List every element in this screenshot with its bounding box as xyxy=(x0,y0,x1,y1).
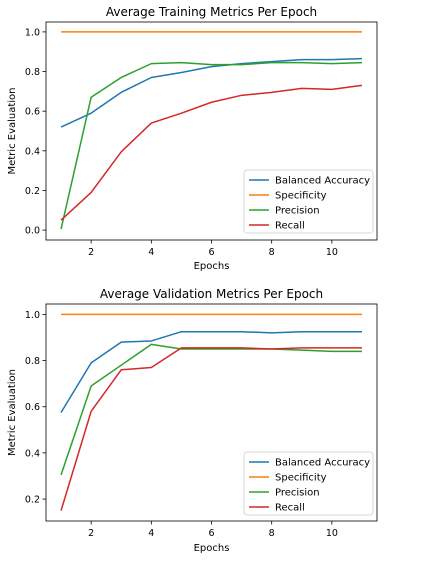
x-tick-label: 2 xyxy=(88,247,94,258)
y-tick-label: 0.2 xyxy=(25,186,40,197)
series-line-balanced-accuracy xyxy=(61,332,362,413)
legend-label-specificity: Specificity xyxy=(275,473,327,484)
y-axis-label: Metric Evaluation xyxy=(7,87,18,174)
y-tick-label: 1.0 xyxy=(25,27,40,38)
y-tick-label: 0.0 xyxy=(25,226,40,237)
x-tick-label: 2 xyxy=(88,528,94,539)
y-axis-label: Metric Evaluation xyxy=(7,369,18,456)
x-axis-label: Epochs xyxy=(194,261,230,272)
x-tick-label: 4 xyxy=(148,528,154,539)
x-tick-label: 6 xyxy=(208,528,214,539)
x-tick-label: 4 xyxy=(148,247,154,258)
legend-label-balanced-accuracy: Balanced Accuracy xyxy=(275,176,370,187)
y-tick-label: 0.4 xyxy=(25,146,40,157)
chart-2: Average Validation Metrics Per Epoch 2 4 6 8… xyxy=(7,287,377,554)
legend: Balanced Accuracy Specificity Precision Rec… xyxy=(244,452,373,515)
y-tick-label: 0.8 xyxy=(25,356,40,367)
x-tick-label: 10 xyxy=(326,528,338,539)
legend-label-precision: Precision xyxy=(275,488,320,499)
chart-title: Average Validation Metrics Per Epoch xyxy=(100,287,323,301)
legend-label-specificity: Specificity xyxy=(275,191,327,202)
y-tick-label: 0.6 xyxy=(25,402,40,413)
legend: Balanced Accuracy Specificity Precision Rec… xyxy=(244,170,373,233)
legend-label-precision: Precision xyxy=(275,206,320,217)
y-tick-label: 0.4 xyxy=(25,448,40,459)
y-tick-label: 0.2 xyxy=(25,495,40,506)
legend-label-recall: Recall xyxy=(275,221,305,232)
series-line-balanced-accuracy xyxy=(61,59,362,127)
x-tick-label: 8 xyxy=(269,247,275,258)
y-tick-label: 1.0 xyxy=(25,310,40,321)
chart-1: Average Training Metrics Per Epoch 2 4 6 8 10… xyxy=(7,5,377,272)
x-axis-label: Epochs xyxy=(194,543,230,554)
x-tick-label: 10 xyxy=(326,247,338,258)
legend-label-balanced-accuracy: Balanced Accuracy xyxy=(275,458,370,469)
x-tick-label: 6 xyxy=(208,247,214,258)
y-tick-label: 0.6 xyxy=(25,107,40,118)
chart-title: Average Training Metrics Per Epoch xyxy=(106,5,317,19)
y-tick-label: 0.8 xyxy=(25,67,40,78)
x-tick-label: 8 xyxy=(269,528,275,539)
legend-label-recall: Recall xyxy=(275,503,305,514)
